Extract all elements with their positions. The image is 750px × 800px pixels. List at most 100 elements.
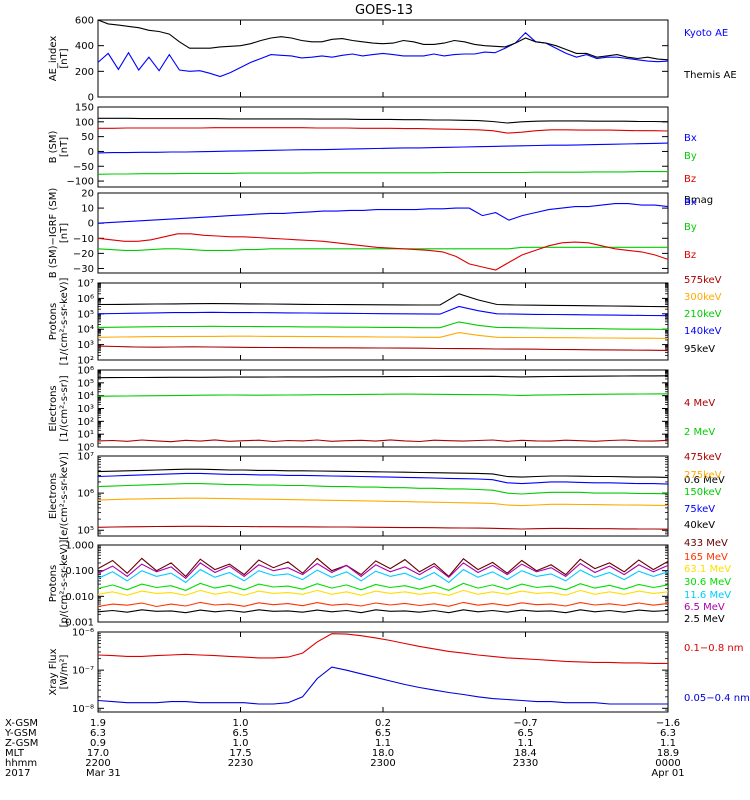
panel-3-ylabel: B (SM)−IGRF (SM)[nT] <box>48 188 70 279</box>
series-by-line <box>97 246 668 251</box>
series-kyoto-ae-line <box>97 32 669 78</box>
y-tick-label: 600 <box>75 16 94 27</box>
panel-1-ylabel: AE_index[nT] <box>48 36 70 82</box>
bottom-cell: −0.7 <box>513 718 537 729</box>
bottom-cell: 1.1 <box>660 738 676 749</box>
ylabel-line: [e/(cm²-s-sr-keV)] <box>59 452 70 540</box>
bottom-cell: 18.0 <box>372 748 394 759</box>
y-tick-label: 0 <box>88 147 94 158</box>
bottom-cell: 6.5 <box>233 728 249 739</box>
y-tick-label: 10⁵ <box>77 378 94 389</box>
legend-11-6-mev: 11.6 MeV <box>684 590 731 601</box>
legend-by: By <box>684 222 697 233</box>
legend-4-mev: 4 MeV <box>684 398 715 409</box>
legend-433-mev: 433 MeV <box>684 538 728 549</box>
y-tick-label: −20 <box>73 249 94 260</box>
bottom-cell: 1.0 <box>233 738 249 749</box>
legend-150kev: 150keV <box>684 487 722 498</box>
y-tick-label: 100 <box>75 117 94 128</box>
series-300kev-line <box>97 332 669 340</box>
series-475kev-line <box>97 525 669 530</box>
y-tick-label: 10⁻⁷ <box>72 666 94 677</box>
series-bx-line <box>97 142 669 154</box>
bottom-cell: 1.1 <box>518 738 534 749</box>
legend-0-1-0-8-nm: 0.1−0.8 nm <box>684 643 743 654</box>
y-tick-label: 10⁴ <box>77 391 94 402</box>
bottom-cell: 2200 <box>85 758 110 769</box>
series-bz-line <box>98 127 669 134</box>
bottom-cell: 1.1 <box>375 738 391 749</box>
y-tick-label: 50 <box>81 132 94 143</box>
ylabel-line: Electrons <box>48 473 59 519</box>
y-tick-label: −100 <box>67 177 94 188</box>
bottom-cell: 6.5 <box>518 728 534 739</box>
y-tick-label: 400 <box>75 41 94 52</box>
y-tick-label: 10⁵ <box>77 526 94 537</box>
legend-275kev: 275keV <box>684 470 722 481</box>
bottom-cell: 1.9 <box>90 718 106 729</box>
legend-bmag: Bmag <box>684 195 713 206</box>
legend-6-5-mev: 6.5 MeV <box>684 602 725 613</box>
y-tick-label: 10⁶ <box>77 366 94 377</box>
series-11-6-mev-line <box>97 568 669 584</box>
bottom-cell: 2330 <box>513 758 538 769</box>
ylabel-line: [1/(cm²-s-sr-keV)] <box>59 278 70 366</box>
panel-6-frame <box>97 455 669 537</box>
legend-75kev: 75keV <box>684 504 715 515</box>
y-tick-label: 0 <box>88 93 94 104</box>
bottom-cell: 18.9 <box>657 748 679 759</box>
panel-2-ylabel: B (SM)[nT] <box>48 130 70 163</box>
y-tick-label: 10⁵ <box>77 309 94 320</box>
legend-bx: Bx <box>684 133 697 144</box>
y-tick-label: 10⁰ <box>77 443 94 454</box>
bottom-cell: 6.5 <box>375 728 391 739</box>
legend-165-mev: 165 MeV <box>684 552 728 563</box>
y-tick-label: 10⁶ <box>77 294 94 305</box>
y-tick-label: 10⁻⁸ <box>72 704 94 715</box>
ylabel-line: Protons <box>48 565 59 602</box>
y-tick-label: 10⁻⁶ <box>72 628 94 639</box>
legend-140kev: 140keV <box>684 326 722 337</box>
ylabel-line: B (SM)−IGRF (SM) <box>48 188 59 279</box>
ylabel-line: AE_index <box>48 36 59 82</box>
bottom-row-label: 2017 <box>5 768 30 779</box>
y-tick-label: −10 <box>73 234 94 245</box>
y-tick-label: 10¹ <box>77 430 94 441</box>
series-bmag-line <box>98 117 669 124</box>
legend-40kev: 40keV <box>684 520 715 531</box>
bottom-cell: 0.9 <box>90 738 106 749</box>
panel-1-frame <box>97 19 669 98</box>
panel-6: 10⁵ 10⁶ 10⁷ Electrons[e/(cm²-s-sr-keV)] 475k… <box>48 452 722 540</box>
panel-4: 10² 10³ 10⁴ 10⁵ 10⁶ 10⁷ Protons[1/(cm²-s-sr-ke… <box>48 275 722 367</box>
y-tick-label: 10 <box>81 204 94 215</box>
series-210kev-line <box>97 321 669 331</box>
y-tick-label: 150 <box>75 103 94 114</box>
bottom-cell: 1.0 <box>233 718 249 729</box>
series-165-mev-line <box>97 601 669 608</box>
bottom-cell: −1.6 <box>656 718 680 729</box>
series-30-6-mev-line <box>97 582 669 591</box>
y-tick-label: 10³ <box>77 340 94 351</box>
legend-210kev: 210keV <box>684 309 722 320</box>
legend-bz: Bz <box>684 250 696 261</box>
y-tick-label: 10⁶ <box>77 489 94 500</box>
y-tick-label: 0.100 <box>65 566 94 577</box>
bottom-cell: 6.3 <box>90 728 106 739</box>
bottom-cell: 17.5 <box>229 748 251 759</box>
bottom-cell: 2300 <box>370 758 395 769</box>
series-0-1-0-8-nm-line <box>97 633 668 664</box>
ylabel-line: [nT] <box>59 137 70 157</box>
legend-95kev: 95keV <box>684 344 715 355</box>
y-tick-label: 0.001 <box>65 618 94 629</box>
series-2-5-mev-line <box>97 609 669 614</box>
ylabel-line: Xray Flux <box>48 648 59 695</box>
series-bz-line <box>97 233 669 271</box>
bottom-row-label: Z-GSM <box>5 738 38 749</box>
bottom-row-label: hhmm <box>5 758 37 769</box>
panel-3-frame <box>97 192 669 274</box>
bottom-cell: 6.3 <box>660 728 676 739</box>
legend-kyoto-ae: Kyoto AE <box>684 28 728 39</box>
ylabel-line: Protons <box>48 303 59 340</box>
